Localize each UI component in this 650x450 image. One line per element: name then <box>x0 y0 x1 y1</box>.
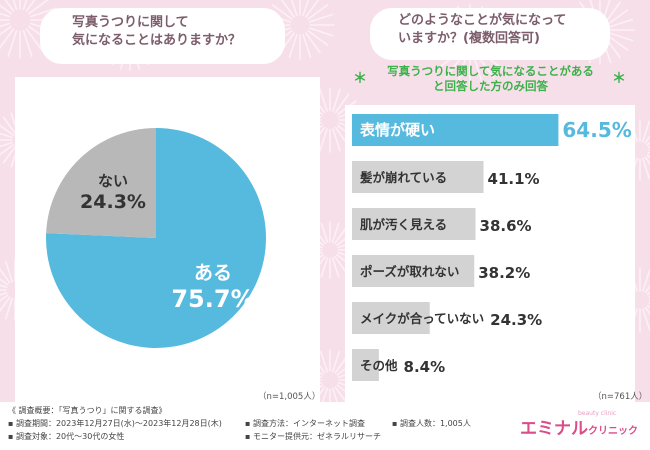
right-question-line-1: どのようなことが気になって <box>398 13 567 28</box>
bar-value-label-4: 24.3% <box>490 311 542 329</box>
bar-category-label-5: その他 <box>360 358 398 373</box>
survey-target: ▪ 調査対象：20代～30代の女性 <box>8 432 125 441</box>
right-question-line-2: いますか？(複数回答可) <box>398 31 540 46</box>
bar-category-label-4: メイクが合っていない <box>360 311 484 326</box>
right-note-line-2: と回答した方のみ回答 <box>433 79 548 93</box>
pie-category-nai: ない <box>97 172 128 190</box>
bar-value-label-5: 8.4% <box>404 358 446 376</box>
bar-3 <box>352 255 475 287</box>
survey-title: 《 調査概要：「写真うつり」に関する調査》 <box>8 406 167 415</box>
note-star-left: ＊ <box>353 71 367 87</box>
bar-5 <box>352 349 379 381</box>
left-question-bubble: 写真うつりに関して 気になることはありますか？ <box>40 8 285 64</box>
survey-method: ▪ 調査方法：インターネット調査 <box>245 419 365 428</box>
pie-value-aru: 75.7% <box>171 285 255 313</box>
brand-name-sub: クリニック <box>588 426 638 437</box>
right-panel <box>345 105 635 402</box>
bar-0 <box>352 114 559 146</box>
brand-tagline: beauty clinic <box>578 410 617 417</box>
brand-logo: エミナルクリニック <box>520 414 638 439</box>
bar-4 <box>352 302 430 334</box>
bar-category-label-2: 肌が汚く見える <box>359 217 447 232</box>
firework-burst <box>265 0 335 60</box>
footer <box>0 402 650 450</box>
bar-value-label-2: 38.6% <box>480 217 532 235</box>
left-n-label: （n=1,005人） <box>258 392 321 402</box>
right-note: 写真うつりに関して気になることがある と回答した方のみ回答 <box>368 64 613 94</box>
survey-provider: ▪ モニター提供元：ゼネラルリサーチ <box>245 432 381 441</box>
survey-period: ▪ 調査期間：2023年12月27日(水)～2023年12月28日(木) <box>8 419 222 428</box>
pie-value-nai: 24.3% <box>80 191 146 213</box>
bar-value-label-3: 38.2% <box>478 264 530 282</box>
bar-2 <box>352 208 476 240</box>
pie-label-nai: ない 24.3% <box>78 170 148 213</box>
bar-1 <box>352 161 484 193</box>
pie-label-aru: ある 75.7% <box>168 258 258 313</box>
left-question-line-1: 写真うつりに関して <box>72 15 189 30</box>
pie-slice-nai <box>46 128 156 238</box>
bar-value-label-1: 41.1% <box>488 170 540 188</box>
firework-burst <box>0 0 59 59</box>
left-question-line-2: 気になることはありますか？ <box>72 33 242 48</box>
bar-category-label-3: ポーズが取れない <box>360 264 459 279</box>
note-star-right: ＊ <box>612 71 626 87</box>
brand-name-main: エミナル <box>520 419 588 439</box>
survey-count: ▪ 調査人数：1,005人 <box>392 419 471 428</box>
right-note-line-1: 写真うつりに関して気になることがある <box>387 64 594 78</box>
bar-category-label-1: 髪が崩れている <box>359 170 447 185</box>
pie-category-aru: ある <box>193 262 232 284</box>
right-n-label: （n=761人） <box>593 392 648 402</box>
right-question-bubble: どのようなことが気になって いますか？(複数回答可) <box>370 8 610 60</box>
bar-category-label-0: 表情が硬い <box>360 121 435 139</box>
bar-value-label-0: 64.5% <box>562 118 631 142</box>
